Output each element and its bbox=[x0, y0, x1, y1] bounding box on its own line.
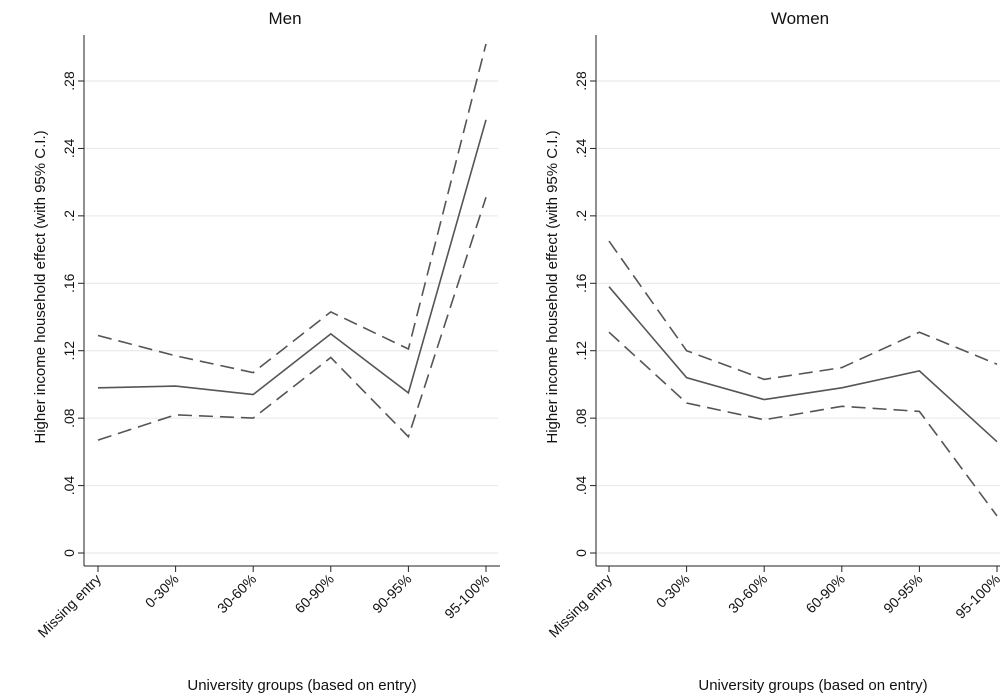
y-tick-label: .04 bbox=[61, 476, 77, 496]
series-line-upper bbox=[97, 43, 487, 374]
y-tick-label: .08 bbox=[61, 408, 77, 428]
panel-title: Men bbox=[268, 9, 301, 28]
x-tick-label: Missing entry bbox=[34, 571, 104, 641]
x-tick-label: 30-60% bbox=[214, 571, 259, 616]
y-tick-label: 0 bbox=[573, 549, 589, 557]
y-tick-label: .16 bbox=[61, 273, 77, 293]
series-line-estimate bbox=[608, 286, 998, 443]
y-axis-label: Higher income household effect (with 95%… bbox=[544, 130, 561, 443]
y-tick-label: .08 bbox=[573, 408, 589, 428]
y-axis-label: Higher income household effect (with 95%… bbox=[32, 130, 49, 443]
x-axis-label: University groups (based on entry) bbox=[187, 677, 416, 694]
y-tick-label: 0 bbox=[61, 549, 77, 557]
y-tick-label: .24 bbox=[573, 138, 589, 158]
y-tick-label: .24 bbox=[61, 138, 77, 158]
x-tick-label: 90-95% bbox=[880, 571, 925, 616]
series-line-upper bbox=[608, 240, 998, 381]
x-tick-label: 95-100% bbox=[952, 571, 1000, 622]
x-tick-label: 30-60% bbox=[725, 571, 770, 616]
x-tick-label: Missing entry bbox=[545, 571, 615, 641]
series-line-lower bbox=[97, 197, 487, 441]
x-tick-label: 60-90% bbox=[802, 571, 847, 616]
panel-title: Women bbox=[771, 9, 829, 28]
y-tick-label: .12 bbox=[573, 341, 589, 361]
x-tick-label: 90-95% bbox=[369, 571, 414, 616]
y-tick-label: .12 bbox=[61, 341, 77, 361]
panel-men: Men Higher income household effect (with… bbox=[32, 9, 500, 694]
series-line-estimate bbox=[97, 119, 487, 396]
panel-women: Women Higher income household effect (wi… bbox=[544, 9, 1000, 694]
x-tick-label: 0-30% bbox=[653, 571, 693, 611]
x-tick-label: 0-30% bbox=[142, 571, 182, 611]
y-tick-label: .28 bbox=[61, 71, 77, 91]
x-tick-label: 95-100% bbox=[441, 571, 492, 622]
y-tick-label: .2 bbox=[573, 210, 589, 222]
y-tick-label: .28 bbox=[573, 71, 589, 91]
x-axis-label: University groups (based on entry) bbox=[698, 677, 927, 694]
y-tick-label: .04 bbox=[573, 476, 589, 496]
series-line-lower bbox=[608, 331, 998, 517]
x-tick-label: 60-90% bbox=[291, 571, 336, 616]
y-tick-label: .2 bbox=[61, 210, 77, 222]
y-tick-label: .16 bbox=[573, 273, 589, 293]
